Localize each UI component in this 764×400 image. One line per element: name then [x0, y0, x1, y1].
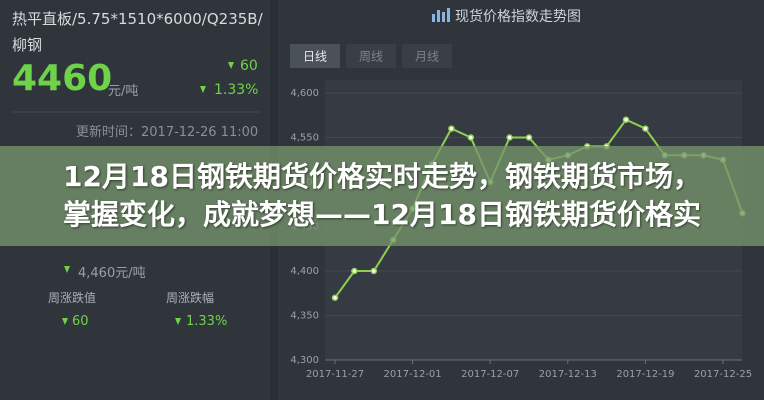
data-point [467, 134, 475, 141]
down-arrow [228, 62, 234, 69]
weekly-label: 周涨跌幅 [166, 291, 215, 305]
x-tick-label: 2017-12-01 [384, 369, 442, 380]
data-point [622, 116, 630, 123]
data-point [642, 125, 649, 132]
x-tick-label: 2017-12-07 [461, 369, 519, 380]
price: 4460 [12, 58, 113, 99]
change: 60 [240, 58, 258, 74]
data-point [351, 267, 358, 275]
y-tick-label: 4,550 [290, 133, 319, 144]
down-arrow [62, 318, 68, 325]
title-icon [432, 8, 450, 22]
price-full: 4,460元/吨 [78, 266, 146, 281]
tab[interactable] [290, 44, 340, 68]
data-point [525, 134, 533, 141]
banner-text: 12月18日钢铁期货价格实时走势，钢铁期货市场，掌握变化，成就梦想——12月18… [63, 160, 701, 231]
down-arrow [175, 318, 181, 325]
x-tick-label: 2017-12-25 [694, 369, 752, 380]
data-point [506, 134, 513, 141]
y-tick-label: 4,350 [290, 311, 319, 322]
x-tick-label: 2017-12-13 [539, 369, 597, 380]
data-point [331, 294, 339, 301]
data-point [370, 267, 378, 275]
y-tick-label: 4,400 [290, 266, 319, 277]
y-tick-label: 4,300 [290, 355, 319, 366]
update-time: 更新时间：2017-12-26 11:00 [76, 125, 259, 140]
change-pct: 1.33% [214, 82, 259, 98]
down-arrow [64, 266, 70, 273]
weekly-value: 60 [72, 314, 89, 329]
x-tick-label: 2017-12-19 [616, 369, 674, 380]
tab[interactable] [402, 44, 452, 68]
y-tick-label: 4,600 [290, 88, 319, 99]
tab[interactable] [346, 44, 396, 68]
tab-label[interactable]: 日线 [303, 50, 327, 64]
tab-label[interactable]: 月线 [415, 50, 439, 64]
product-name: 热平直板/5.75*1510*6000/Q235B/柳钢 [12, 10, 263, 54]
unit: 元/吨 [108, 84, 139, 99]
x-tick-label: 2017-11-27 [306, 369, 364, 380]
weekly-value: 1.33% [186, 314, 228, 329]
weekly-label: 周涨跌值 [48, 291, 97, 305]
chart-title: 现货价格指数走势图 [455, 8, 581, 25]
banner: 12月18日钢铁期货价格实时走势，钢铁期货市场，掌握变化，成就梦想——12月18… [0, 146, 764, 246]
down-arrow [200, 86, 206, 93]
data-point [448, 125, 455, 132]
tab-label[interactable]: 周线 [359, 50, 383, 64]
